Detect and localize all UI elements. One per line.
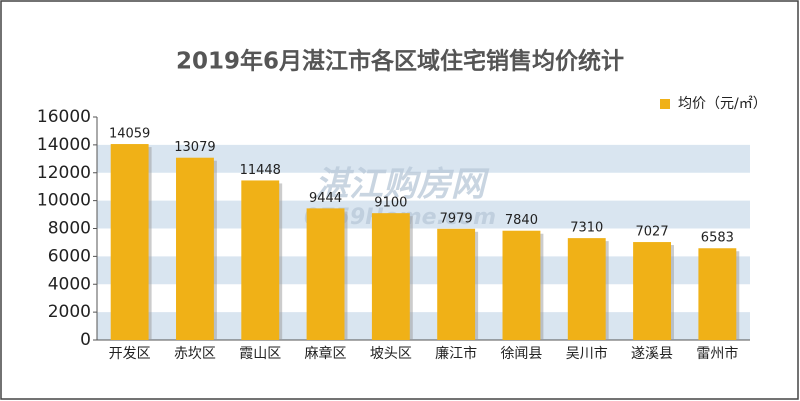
bar	[567, 238, 606, 340]
value-label: 7027	[636, 225, 669, 240]
y-tick-label: 14000	[37, 135, 91, 155]
watermark: 湛江购房网	[315, 165, 490, 205]
value-label: 9100	[374, 196, 407, 211]
y-tick-label: 10000	[37, 191, 91, 211]
x-tick-label: 廉江市	[435, 345, 477, 362]
value-label: 9444	[309, 191, 342, 206]
bar	[241, 180, 280, 340]
value-label: 7310	[570, 221, 603, 236]
x-tick-label: 麻章区	[305, 345, 347, 362]
x-tick-label: 赤坎区	[174, 346, 216, 362]
bar	[502, 230, 541, 340]
value-label: 7840	[505, 213, 538, 228]
y-tick-label: 12000	[37, 163, 91, 183]
y-tick-label: 0	[80, 330, 91, 350]
y-tick-label: 4000	[48, 274, 91, 294]
y-tick-label: 8000	[48, 219, 91, 239]
y-tick-label: 6000	[48, 246, 91, 266]
bar	[306, 208, 345, 340]
chart-title: 2019年6月湛江市各区域住宅销售均价统计	[176, 48, 624, 75]
y-tick-label: 16000	[37, 107, 91, 127]
legend-swatch	[660, 99, 670, 109]
bar	[437, 228, 476, 340]
x-tick-label: 霞山区	[239, 346, 281, 362]
bar	[698, 248, 737, 340]
x-tick-label: 遂溪县	[631, 346, 673, 362]
legend-label: 均价（元/㎡）	[678, 96, 767, 112]
bar	[110, 144, 149, 340]
x-tick-label: 雷州市	[696, 345, 738, 362]
x-tick-label: 开发区	[109, 346, 151, 362]
value-label: 6583	[701, 231, 734, 246]
value-label: 13079	[174, 140, 215, 155]
value-label: 11448	[240, 163, 281, 178]
bar	[176, 157, 214, 340]
y-tick-label: 2000	[48, 302, 91, 322]
value-label: 7979	[440, 211, 473, 226]
value-label: 14059	[109, 127, 150, 142]
x-tick-label: 坡头区	[370, 346, 412, 362]
x-tick-label: 吴川市	[566, 345, 608, 362]
x-tick-label: 徐闻县	[500, 346, 542, 362]
bar	[371, 213, 410, 340]
bar	[633, 242, 671, 340]
